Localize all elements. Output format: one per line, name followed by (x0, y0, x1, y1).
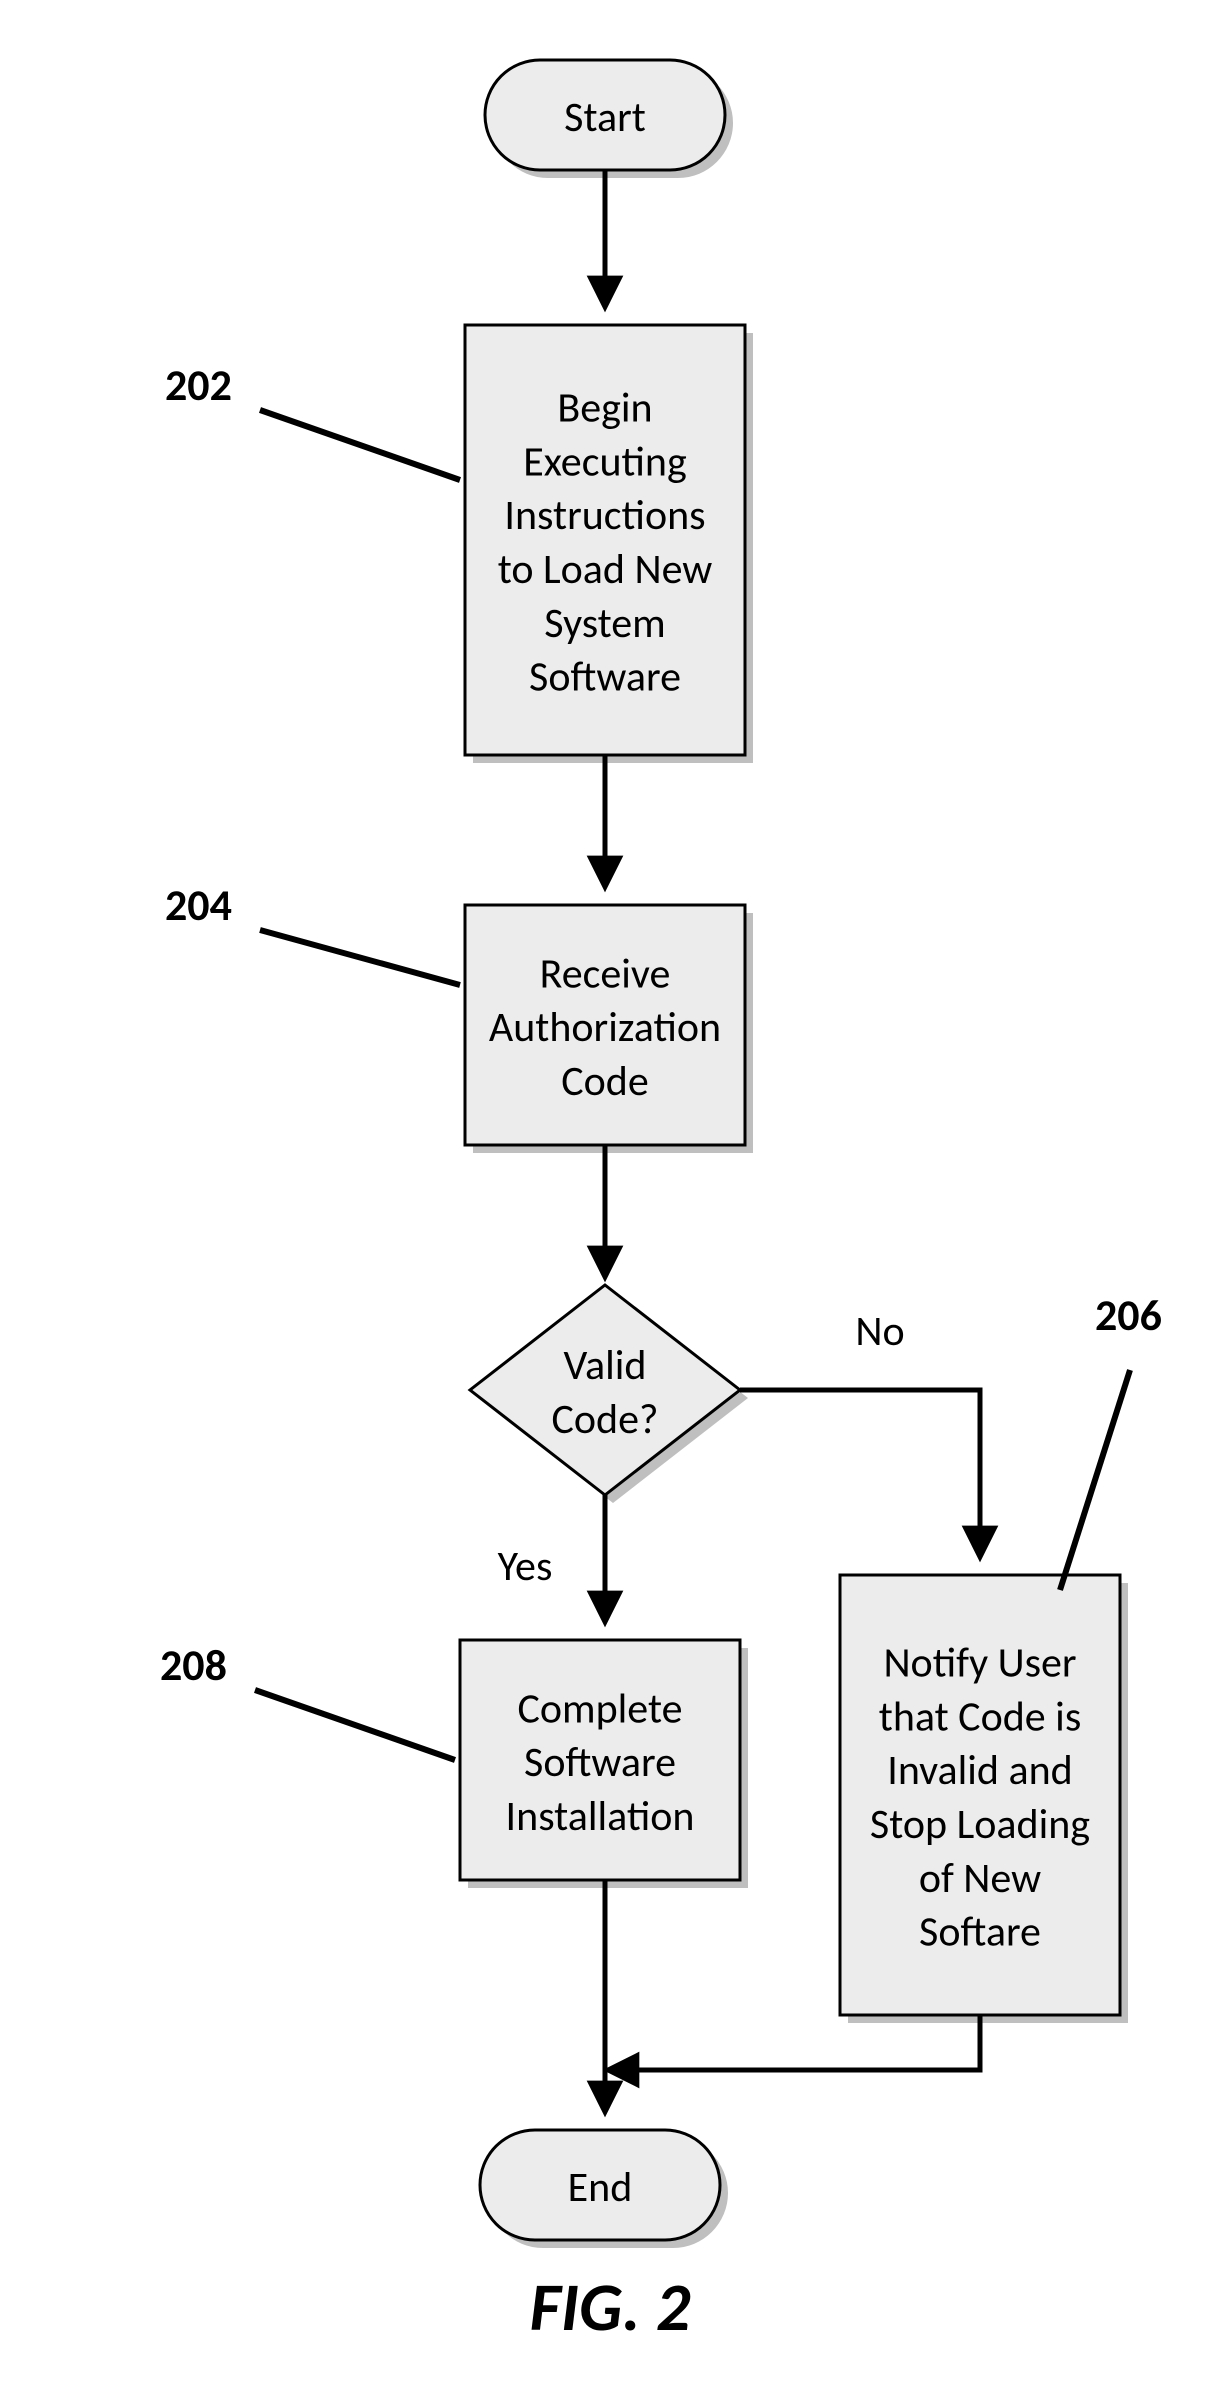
callout-label-206: 206 (1095, 1288, 1162, 1342)
node-start: Start (485, 60, 733, 178)
callout-label-208: 208 (160, 1638, 227, 1692)
svg-text:End: End (568, 2162, 633, 2213)
node-p204: ReceiveAuthorizationCode (465, 905, 753, 1153)
callout-label-204: 204 (165, 878, 232, 932)
node-p206: Notify Userthat Code isInvalid andStop L… (840, 1575, 1128, 2023)
edge-label-4: No (855, 1306, 904, 1357)
svg-text:CompleteSoftwareInstallation: CompleteSoftwareInstallation (506, 1683, 695, 1842)
svg-text:Start: Start (564, 92, 646, 143)
node-p208: CompleteSoftwareInstallation (460, 1640, 748, 1888)
edge-label-3: Yes (498, 1541, 553, 1592)
node-p202: BeginExecutingInstructionsto Load NewSys… (465, 325, 753, 763)
figure-caption: FIG. 2 (530, 2266, 691, 2349)
node-end: End (480, 2130, 728, 2248)
callout-label-202: 202 (165, 358, 232, 412)
